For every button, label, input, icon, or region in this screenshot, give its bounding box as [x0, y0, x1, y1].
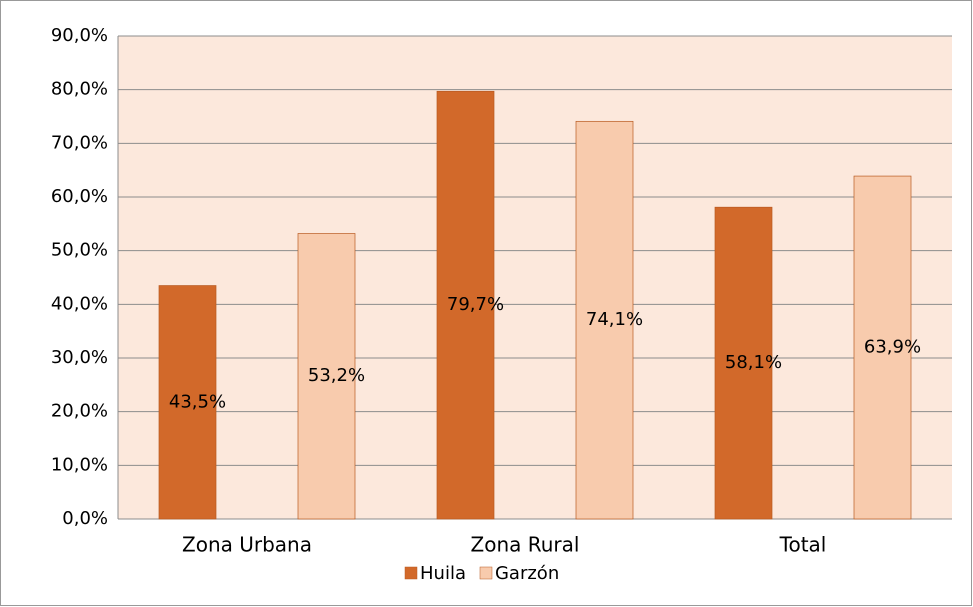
bar — [575, 120, 634, 520]
bar — [714, 206, 773, 520]
data-label: 58,1% — [725, 352, 782, 373]
y-tick-label: 30,0% — [51, 347, 108, 368]
legend-swatch — [404, 566, 418, 580]
y-tick-label: 0,0% — [62, 508, 108, 529]
x-tick-label: Total — [779, 533, 827, 557]
data-label: 79,7% — [447, 294, 504, 315]
y-tick-label: 40,0% — [51, 293, 108, 314]
plot-area — [118, 36, 952, 519]
bar — [436, 90, 495, 520]
y-tick-label: 90,0% — [51, 25, 108, 46]
x-tick-label: Zona Urbana — [182, 533, 312, 557]
y-tick-label: 60,0% — [51, 186, 108, 207]
y-tick-label: 80,0% — [51, 79, 108, 100]
data-label: 74,1% — [586, 309, 643, 330]
legend-swatch — [479, 566, 493, 580]
legend-label: Huila — [420, 563, 466, 584]
data-label: 53,2% — [308, 365, 365, 386]
legend-label: Garzón — [495, 563, 559, 584]
bar — [853, 175, 912, 520]
data-label: 43,5% — [169, 391, 226, 412]
y-tick-label: 50,0% — [51, 240, 108, 261]
x-tick-label: Zona Rural — [471, 533, 580, 557]
data-label: 63,9% — [864, 337, 921, 358]
bar — [297, 233, 356, 520]
y-tick-label: 20,0% — [51, 401, 108, 422]
y-tick-label: 10,0% — [51, 454, 108, 475]
bar — [158, 285, 217, 520]
y-tick-label: 70,0% — [51, 132, 108, 153]
